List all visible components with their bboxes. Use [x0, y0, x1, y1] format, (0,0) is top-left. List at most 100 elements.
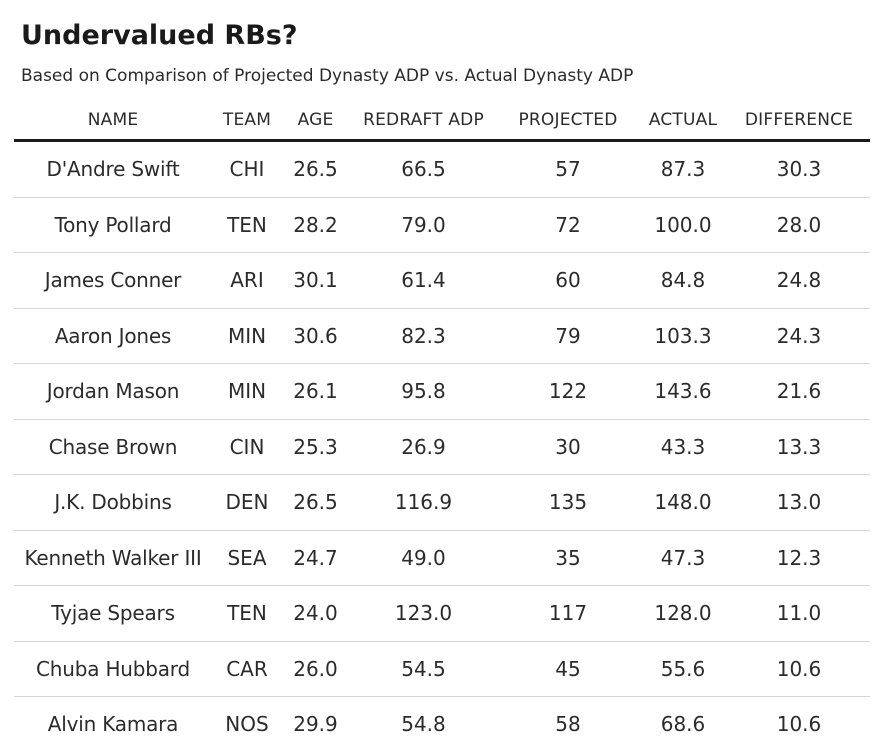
cell-difference: 24.8: [728, 252, 870, 309]
cell-age: 28.2: [282, 197, 349, 253]
cell-projected: 35: [498, 530, 638, 586]
cell-redraft-adp: 82.3: [349, 308, 498, 364]
column-header-redraft-adp: REDRAFT ADP: [349, 101, 498, 142]
cell-name: Aaron Jones: [14, 308, 212, 364]
cell-name: D'Andre Swift: [14, 140, 212, 198]
table-row: Alvin Kamara NOS 29.9 54.8 58 68.6 10.6: [14, 697, 870, 752]
cell-projected: 72: [498, 197, 638, 253]
cell-projected: 45: [498, 641, 638, 697]
cell-redraft-adp: 54.5: [349, 641, 498, 697]
table-row: D'Andre Swift CHI 26.5 66.5 57 87.3 30.3: [14, 140, 870, 198]
table-row: Tyjae Spears TEN 24.0 123.0 117 128.0 11.0: [14, 585, 870, 642]
cell-team: CAR: [212, 641, 282, 697]
cell-difference: 21.6: [728, 363, 870, 420]
cell-team: MIN: [212, 308, 282, 364]
table-body: D'Andre Swift CHI 26.5 66.5 57 87.3 30.3 Tony P…: [14, 140, 870, 752]
cell-redraft-adp: 49.0: [349, 530, 498, 586]
column-header-team: TEAM: [212, 101, 282, 142]
cell-name: Alvin Kamara: [47, 712, 179, 737]
cell-projected: 60: [498, 252, 638, 309]
cell-redraft-adp: 123.0: [349, 585, 498, 642]
cell-difference: 11.0: [728, 585, 870, 642]
rb-table: NAME TEAM AGE REDRAFT ADP PROJECTED ACTU…: [14, 101, 870, 752]
cell-redraft-adp: 61.4: [349, 252, 498, 309]
table-row: James Conner ARI 30.1 61.4 60 84.8 24.8: [14, 252, 870, 309]
cell-actual: 148.0: [638, 474, 728, 531]
table-row: Tony Pollard TEN 28.2 79.0 72 100.0 28.0: [14, 197, 870, 253]
cell-team: SEA: [212, 530, 282, 586]
cell-redraft-adp: 79.0: [349, 197, 498, 253]
cell-difference: 30.3: [728, 140, 870, 198]
cell-age: 26.0: [282, 641, 349, 697]
column-header-age: AGE: [282, 101, 349, 142]
cell-name: J.K. Dobbins: [14, 474, 212, 531]
table-row: J.K. Dobbins DEN 26.5 116.9 135 148.0 13.0: [14, 474, 870, 531]
cell-projected: 58: [555, 712, 581, 737]
cell-actual: 143.6: [638, 363, 728, 420]
cell-age: 26.1: [282, 363, 349, 420]
cell-name: James Conner: [14, 252, 212, 309]
cell-actual: 84.8: [638, 252, 728, 309]
cell-projected: 117: [498, 585, 638, 642]
cell-projected: 30: [498, 419, 638, 475]
cell-actual: 103.3: [638, 308, 728, 364]
cell-age: 25.3: [282, 419, 349, 475]
cell-name: Chase Brown: [14, 419, 212, 475]
cell-team: DEN: [212, 474, 282, 531]
cell-name: Jordan Mason: [14, 363, 212, 420]
cell-projected: 79: [498, 308, 638, 364]
cell-age: 30.1: [282, 252, 349, 309]
cell-name: Chuba Hubbard: [14, 641, 212, 697]
cell-redraft-adp: 26.9: [349, 419, 498, 475]
cell-projected: 135: [498, 474, 638, 531]
cell-name: Tyjae Spears: [14, 585, 212, 642]
cell-difference: 10.6: [728, 641, 870, 697]
cell-difference: 12.3: [728, 530, 870, 586]
cell-team: TEN: [212, 585, 282, 642]
table-row: Chuba Hubbard CAR 26.0 54.5 45 55.6 10.6: [14, 641, 870, 697]
cell-actual: 68.6: [660, 712, 706, 737]
cell-age: 24.7: [282, 530, 349, 586]
cell-projected: 122: [498, 363, 638, 420]
table-row: Kenneth Walker III SEA 24.7 49.0 35 47.3 12.3: [14, 530, 870, 586]
cell-redraft-adp: 95.8: [349, 363, 498, 420]
chart-subtitle: Based on Comparison of Projected Dynasty…: [21, 66, 634, 86]
cell-projected: 57: [498, 140, 638, 198]
chart-title: Undervalued RBs?: [21, 20, 298, 51]
cell-name: Kenneth Walker III: [14, 530, 212, 586]
column-header-projected: PROJECTED: [498, 101, 638, 142]
cell-age: 26.5: [282, 140, 349, 198]
cell-difference: 28.0: [728, 197, 870, 253]
cell-age: 24.0: [282, 585, 349, 642]
column-header-difference: DIFFERENCE: [728, 101, 870, 142]
column-header-name: NAME: [14, 101, 212, 142]
cell-age: 29.9: [293, 712, 338, 737]
cell-actual: 100.0: [638, 197, 728, 253]
cell-team: TEN: [212, 197, 282, 253]
cell-team: NOS: [225, 712, 269, 737]
cell-team: CIN: [212, 419, 282, 475]
cell-actual: 55.6: [638, 641, 728, 697]
column-header-actual: ACTUAL: [638, 101, 728, 142]
cell-age: 30.6: [282, 308, 349, 364]
cell-difference: 24.3: [728, 308, 870, 364]
cell-redraft-adp: 54.8: [401, 712, 446, 737]
cell-age: 26.5: [282, 474, 349, 531]
cell-team: MIN: [212, 363, 282, 420]
table-row: Jordan Mason MIN 26.1 95.8 122 143.6 21.6: [14, 363, 870, 420]
table-row: Chase Brown CIN 25.3 26.9 30 43.3 13.3: [14, 419, 870, 475]
cell-team: ARI: [212, 252, 282, 309]
cell-actual: 87.3: [638, 140, 728, 198]
table-row: Aaron Jones MIN 30.6 82.3 79 103.3 24.3: [14, 308, 870, 364]
cell-redraft-adp: 116.9: [349, 474, 498, 531]
cell-actual: 47.3: [638, 530, 728, 586]
cell-name: Tony Pollard: [14, 197, 212, 253]
cell-difference: 13.0: [728, 474, 870, 531]
table-header-row: NAME TEAM AGE REDRAFT ADP PROJECTED ACTU…: [14, 101, 870, 142]
cell-actual: 43.3: [638, 419, 728, 475]
cell-difference: 13.3: [728, 419, 870, 475]
cell-difference: 10.6: [776, 712, 822, 737]
cell-actual: 128.0: [638, 585, 728, 642]
cell-team: CHI: [212, 140, 282, 198]
cell-redraft-adp: 66.5: [349, 140, 498, 198]
